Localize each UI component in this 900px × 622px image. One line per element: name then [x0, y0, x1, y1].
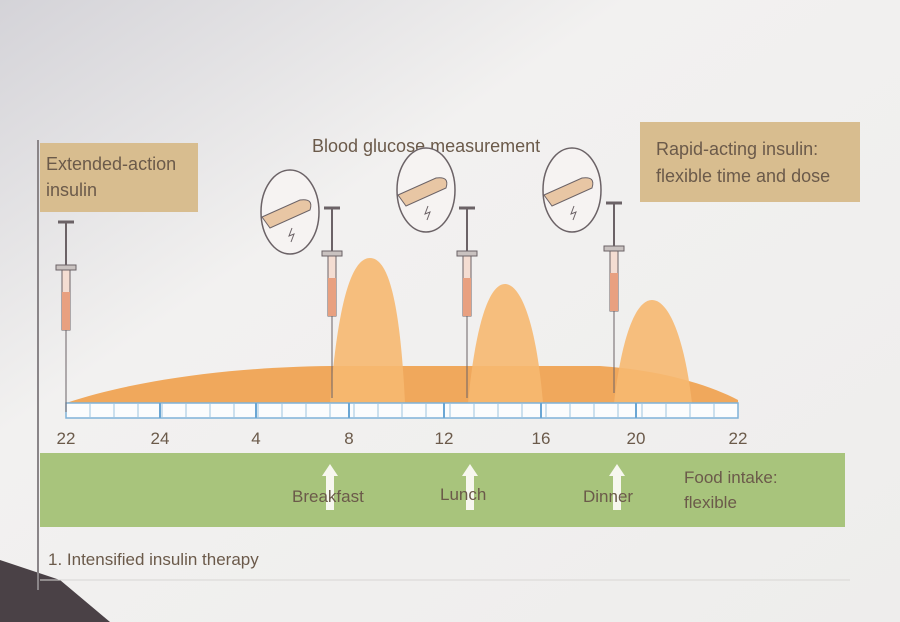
- tick-label: 24: [151, 429, 170, 448]
- dinner-syringe-icon: [603, 201, 625, 393]
- projector-shadow: [0, 560, 110, 622]
- glucose-measurement-label: Blood glucose measurement: [312, 136, 540, 156]
- tick-label: 22: [729, 429, 748, 448]
- meal-dinner: Dinner: [583, 487, 633, 506]
- finger-prick-icon: [396, 147, 456, 233]
- rapid-insulin-label: Rapid-acting insulin: flexible time and …: [640, 122, 860, 202]
- time-axis: [65, 402, 739, 419]
- dinner-insulin-peak: [614, 300, 692, 403]
- finger-prick-icon: [542, 147, 602, 233]
- food-label-line1: Food intake:: [684, 468, 778, 487]
- extended-label-line1: Extended-action: [46, 154, 176, 174]
- extended-label-line2: insulin: [46, 180, 97, 200]
- tick-label: 16: [532, 429, 551, 448]
- meal-arrow-icon: [322, 464, 338, 510]
- meal-breakfast: Breakfast: [292, 487, 364, 506]
- lunch-insulin-peak: [468, 284, 543, 403]
- breakfast-syringe-icon: [321, 206, 343, 398]
- meal-lunch: Lunch: [440, 485, 486, 504]
- rapid-label-line2: flexible time and dose: [656, 166, 830, 186]
- tick-label: 20: [627, 429, 646, 448]
- tick-label: 8: [344, 429, 353, 448]
- meal-arrow-icon: [462, 464, 478, 510]
- breakfast-insulin-peak: [330, 258, 405, 403]
- tick-label: 4: [251, 429, 260, 448]
- meal-arrow-icon: [609, 464, 625, 510]
- time-tick-labels: 22 24 4 8 12 16 20 22: [57, 429, 748, 448]
- food-intake-band: Breakfast Lunch Dinner Food intake: flex…: [40, 453, 845, 527]
- rapid-label-line1: Rapid-acting insulin:: [656, 139, 818, 159]
- lunch-syringe-icon: [456, 206, 478, 398]
- extended-insulin-syringe-icon: [55, 220, 77, 412]
- food-label-line2: flexible: [684, 493, 737, 512]
- finger-prick-icon: [260, 169, 320, 255]
- extended-insulin-label: Extended-action insulin: [40, 143, 198, 212]
- tick-label: 12: [435, 429, 454, 448]
- figure-caption: 1. Intensified insulin therapy: [48, 550, 259, 569]
- tick-label: 22: [57, 429, 76, 448]
